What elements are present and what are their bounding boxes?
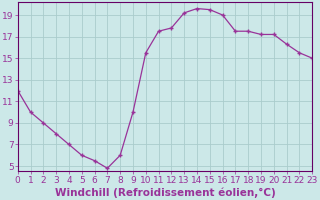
X-axis label: Windchill (Refroidissement éolien,°C): Windchill (Refroidissement éolien,°C) — [55, 187, 276, 198]
